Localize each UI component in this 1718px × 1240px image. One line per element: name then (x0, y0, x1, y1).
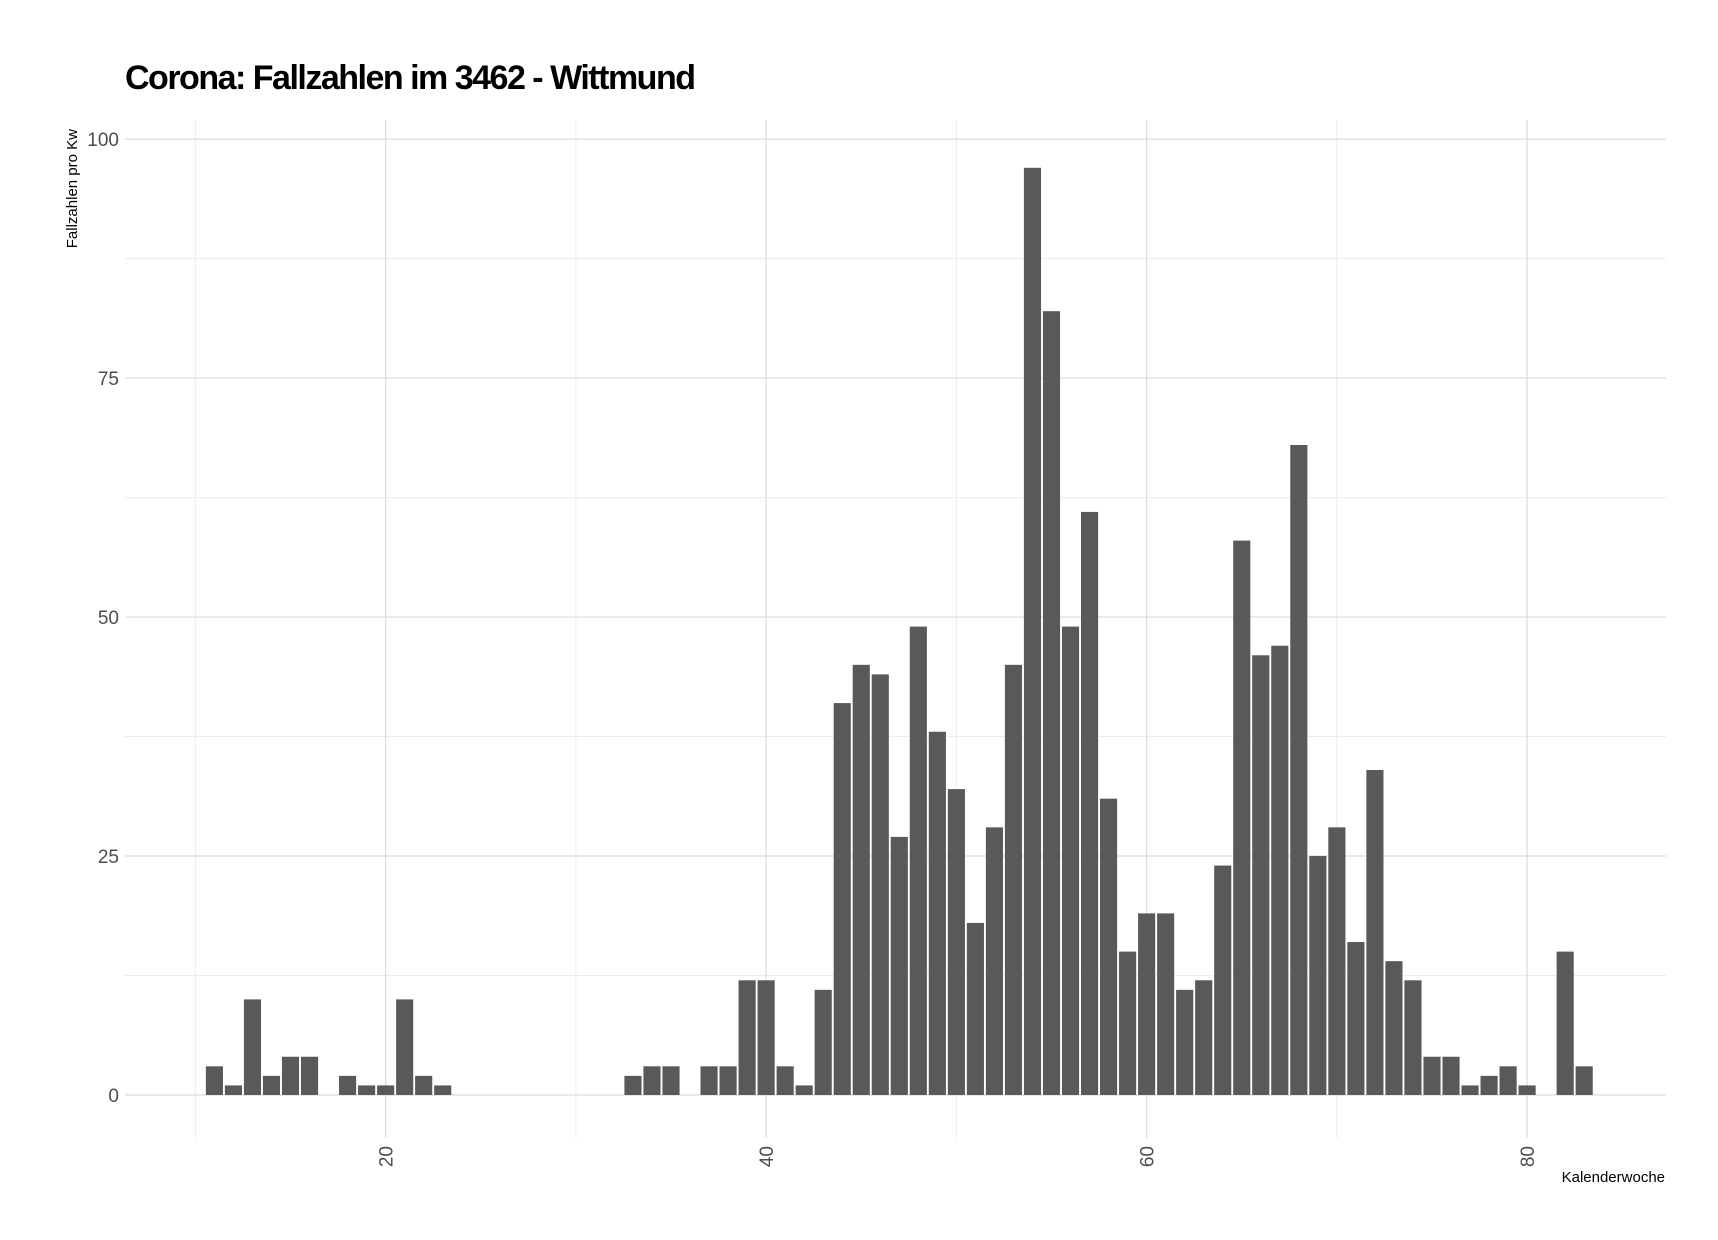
bar (1290, 444, 1308, 1095)
bar (1423, 1056, 1441, 1095)
bar (262, 1075, 281, 1095)
bar (1499, 1066, 1517, 1095)
bar (662, 1066, 680, 1095)
bar (1080, 511, 1099, 1095)
bar (281, 1056, 300, 1095)
bar (1195, 980, 1213, 1095)
bar (985, 827, 1003, 1095)
bar (1575, 1066, 1593, 1095)
bar (1061, 626, 1080, 1095)
bar (1366, 769, 1384, 1095)
bar (928, 731, 946, 1095)
bar (909, 626, 927, 1095)
bar (339, 1075, 357, 1095)
x-tick-label: 40 (757, 1146, 778, 1167)
bar (1138, 913, 1156, 1095)
bar (814, 989, 832, 1095)
bar (1119, 951, 1137, 1095)
bar (852, 664, 870, 1095)
bar (1214, 865, 1232, 1095)
y-tick-label: 75 (98, 369, 119, 390)
bar (1518, 1085, 1536, 1095)
bar (1233, 540, 1251, 1095)
bar (1100, 798, 1118, 1095)
bar (377, 1085, 395, 1095)
bar (1328, 827, 1346, 1095)
bar (1271, 645, 1289, 1095)
bar (434, 1085, 452, 1095)
bar (833, 703, 851, 1095)
bar (757, 980, 775, 1095)
bar (719, 1066, 737, 1095)
y-axis-ticks: 0 25 50 75 100 (87, 130, 119, 1107)
bar (1004, 664, 1023, 1095)
x-tick-label: 80 (1518, 1146, 1539, 1167)
bar (1556, 951, 1574, 1095)
bar (243, 999, 262, 1095)
bar (1176, 989, 1194, 1095)
bar (890, 836, 908, 1095)
y-axis-title: Fallzahlen pro Kw (64, 129, 81, 248)
bar (1157, 913, 1175, 1095)
bar (396, 999, 414, 1095)
bars (205, 167, 1593, 1095)
bar (1385, 961, 1403, 1095)
bar (1461, 1085, 1479, 1095)
y-tick-label: 25 (98, 847, 119, 868)
bar (415, 1075, 433, 1095)
y-tick-label: 50 (98, 608, 119, 629)
x-axis-ticks: 20 40 60 80 (377, 1146, 1539, 1167)
bar (966, 922, 984, 1095)
bar (738, 980, 756, 1095)
bar (300, 1056, 319, 1095)
bar (947, 789, 965, 1095)
bar (205, 1066, 223, 1095)
bar (643, 1066, 661, 1095)
bar (1309, 856, 1327, 1095)
bar (624, 1075, 642, 1095)
bar (795, 1085, 813, 1095)
bar (871, 674, 889, 1095)
bar (1480, 1075, 1498, 1095)
bar (1347, 942, 1365, 1095)
chart-title: Corona: Fallzahlen im 3462 - Wittmund (125, 59, 694, 97)
x-tick-label: 20 (377, 1146, 398, 1167)
bar (1042, 311, 1061, 1095)
y-tick-label: 100 (87, 130, 119, 151)
bar (700, 1066, 718, 1095)
x-tick-label: 60 (1138, 1146, 1159, 1167)
bar (1252, 655, 1270, 1095)
bar (224, 1085, 243, 1095)
y-tick-label: 0 (108, 1086, 119, 1107)
bar (358, 1085, 376, 1095)
bar (1404, 980, 1422, 1095)
x-axis-title: Kalenderwoche (1562, 1169, 1665, 1186)
bar (1023, 167, 1042, 1095)
bar (776, 1066, 794, 1095)
bar (1442, 1056, 1460, 1095)
